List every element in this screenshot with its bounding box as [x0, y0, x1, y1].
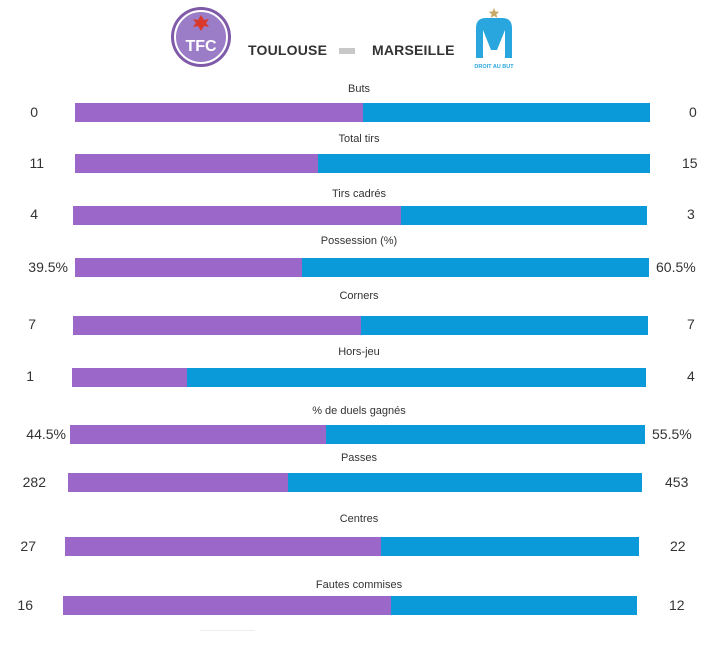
home-stat-value: 39.5%	[28, 259, 68, 275]
home-bar-segment	[70, 425, 326, 444]
away-stat-value: 4	[687, 368, 695, 384]
home-stat-value: 11	[29, 155, 44, 171]
stat-label: Hors-jeu	[338, 346, 380, 358]
away-stat-value: 22	[670, 538, 686, 554]
away-stat-value: 55.5%	[652, 426, 692, 442]
score-separator	[339, 48, 355, 54]
home-stat-value: 1	[26, 368, 34, 384]
away-bar-segment	[390, 596, 637, 615]
away-stat-value: 3	[687, 206, 695, 222]
stat-label: Total tirs	[338, 133, 380, 145]
away-stat-value: 15	[682, 155, 698, 171]
stat-label: Passes	[340, 452, 378, 464]
stat-bar	[65, 537, 639, 556]
home-bar-segment	[63, 596, 391, 615]
stat-bar	[63, 596, 637, 615]
home-stat-value: 16	[17, 597, 33, 613]
stat-label: % de duels gagnés	[312, 405, 406, 417]
match-header: TFC TOULOUSE MARSEILLE DROIT AU BUT	[0, 0, 728, 80]
home-stat-value: 27	[20, 538, 36, 554]
stat-bar	[73, 316, 648, 335]
away-bar-segment	[301, 258, 649, 277]
divider	[200, 630, 255, 631]
stat-bar	[70, 425, 645, 444]
stat-bar	[73, 206, 647, 225]
home-bar-segment	[65, 537, 382, 556]
away-bar-segment	[360, 316, 648, 335]
stat-bar	[72, 368, 646, 387]
away-team-name: MARSEILLE	[372, 42, 455, 58]
away-stat-value: 453	[665, 474, 689, 490]
stat-label: Centres	[339, 513, 379, 525]
away-bar-segment	[362, 103, 650, 122]
home-team-name: TOULOUSE	[248, 42, 328, 58]
marseille-logo-icon: DROIT AU BUT	[474, 8, 514, 70]
away-bar-segment	[288, 473, 642, 492]
home-stat-value: 0	[30, 104, 38, 120]
home-bar-segment	[75, 103, 363, 122]
stat-bar	[75, 258, 649, 277]
home-bar-segment	[73, 206, 401, 225]
away-bar-segment	[318, 154, 650, 173]
stat-label: Tirs cadrés	[332, 188, 386, 200]
home-stat-value: 7	[28, 316, 36, 332]
home-bar-segment	[75, 154, 319, 173]
toulouse-logo-icon: TFC	[171, 7, 231, 67]
home-bar-segment	[73, 316, 361, 335]
home-bar-segment	[68, 473, 289, 492]
home-stat-value: 4	[30, 206, 38, 222]
away-stat-value: 7	[687, 316, 695, 332]
toulouse-logo-text: TFC	[185, 38, 217, 55]
away-bar-segment	[325, 425, 645, 444]
away-bar-segment	[186, 368, 646, 387]
away-stat-value: 12	[669, 597, 685, 613]
away-stat-value: 60.5%	[656, 259, 696, 275]
stat-label: Fautes commises	[315, 579, 403, 591]
stat-label: Buts	[347, 83, 371, 95]
stat-bar	[75, 154, 650, 173]
marseille-motto: DROIT AU BUT	[474, 64, 514, 70]
stat-label: Possession (%)	[320, 235, 398, 247]
stat-bar	[68, 473, 642, 492]
stat-bar	[75, 103, 650, 122]
away-stat-value: 0	[689, 104, 697, 120]
away-bar-segment	[381, 537, 639, 556]
stat-label: Corners	[339, 290, 379, 302]
home-stat-value: 44.5%	[26, 426, 66, 442]
home-stat-value: 282	[22, 474, 46, 490]
away-bar-segment	[400, 206, 647, 225]
home-bar-segment	[75, 258, 302, 277]
home-bar-segment	[72, 368, 187, 387]
